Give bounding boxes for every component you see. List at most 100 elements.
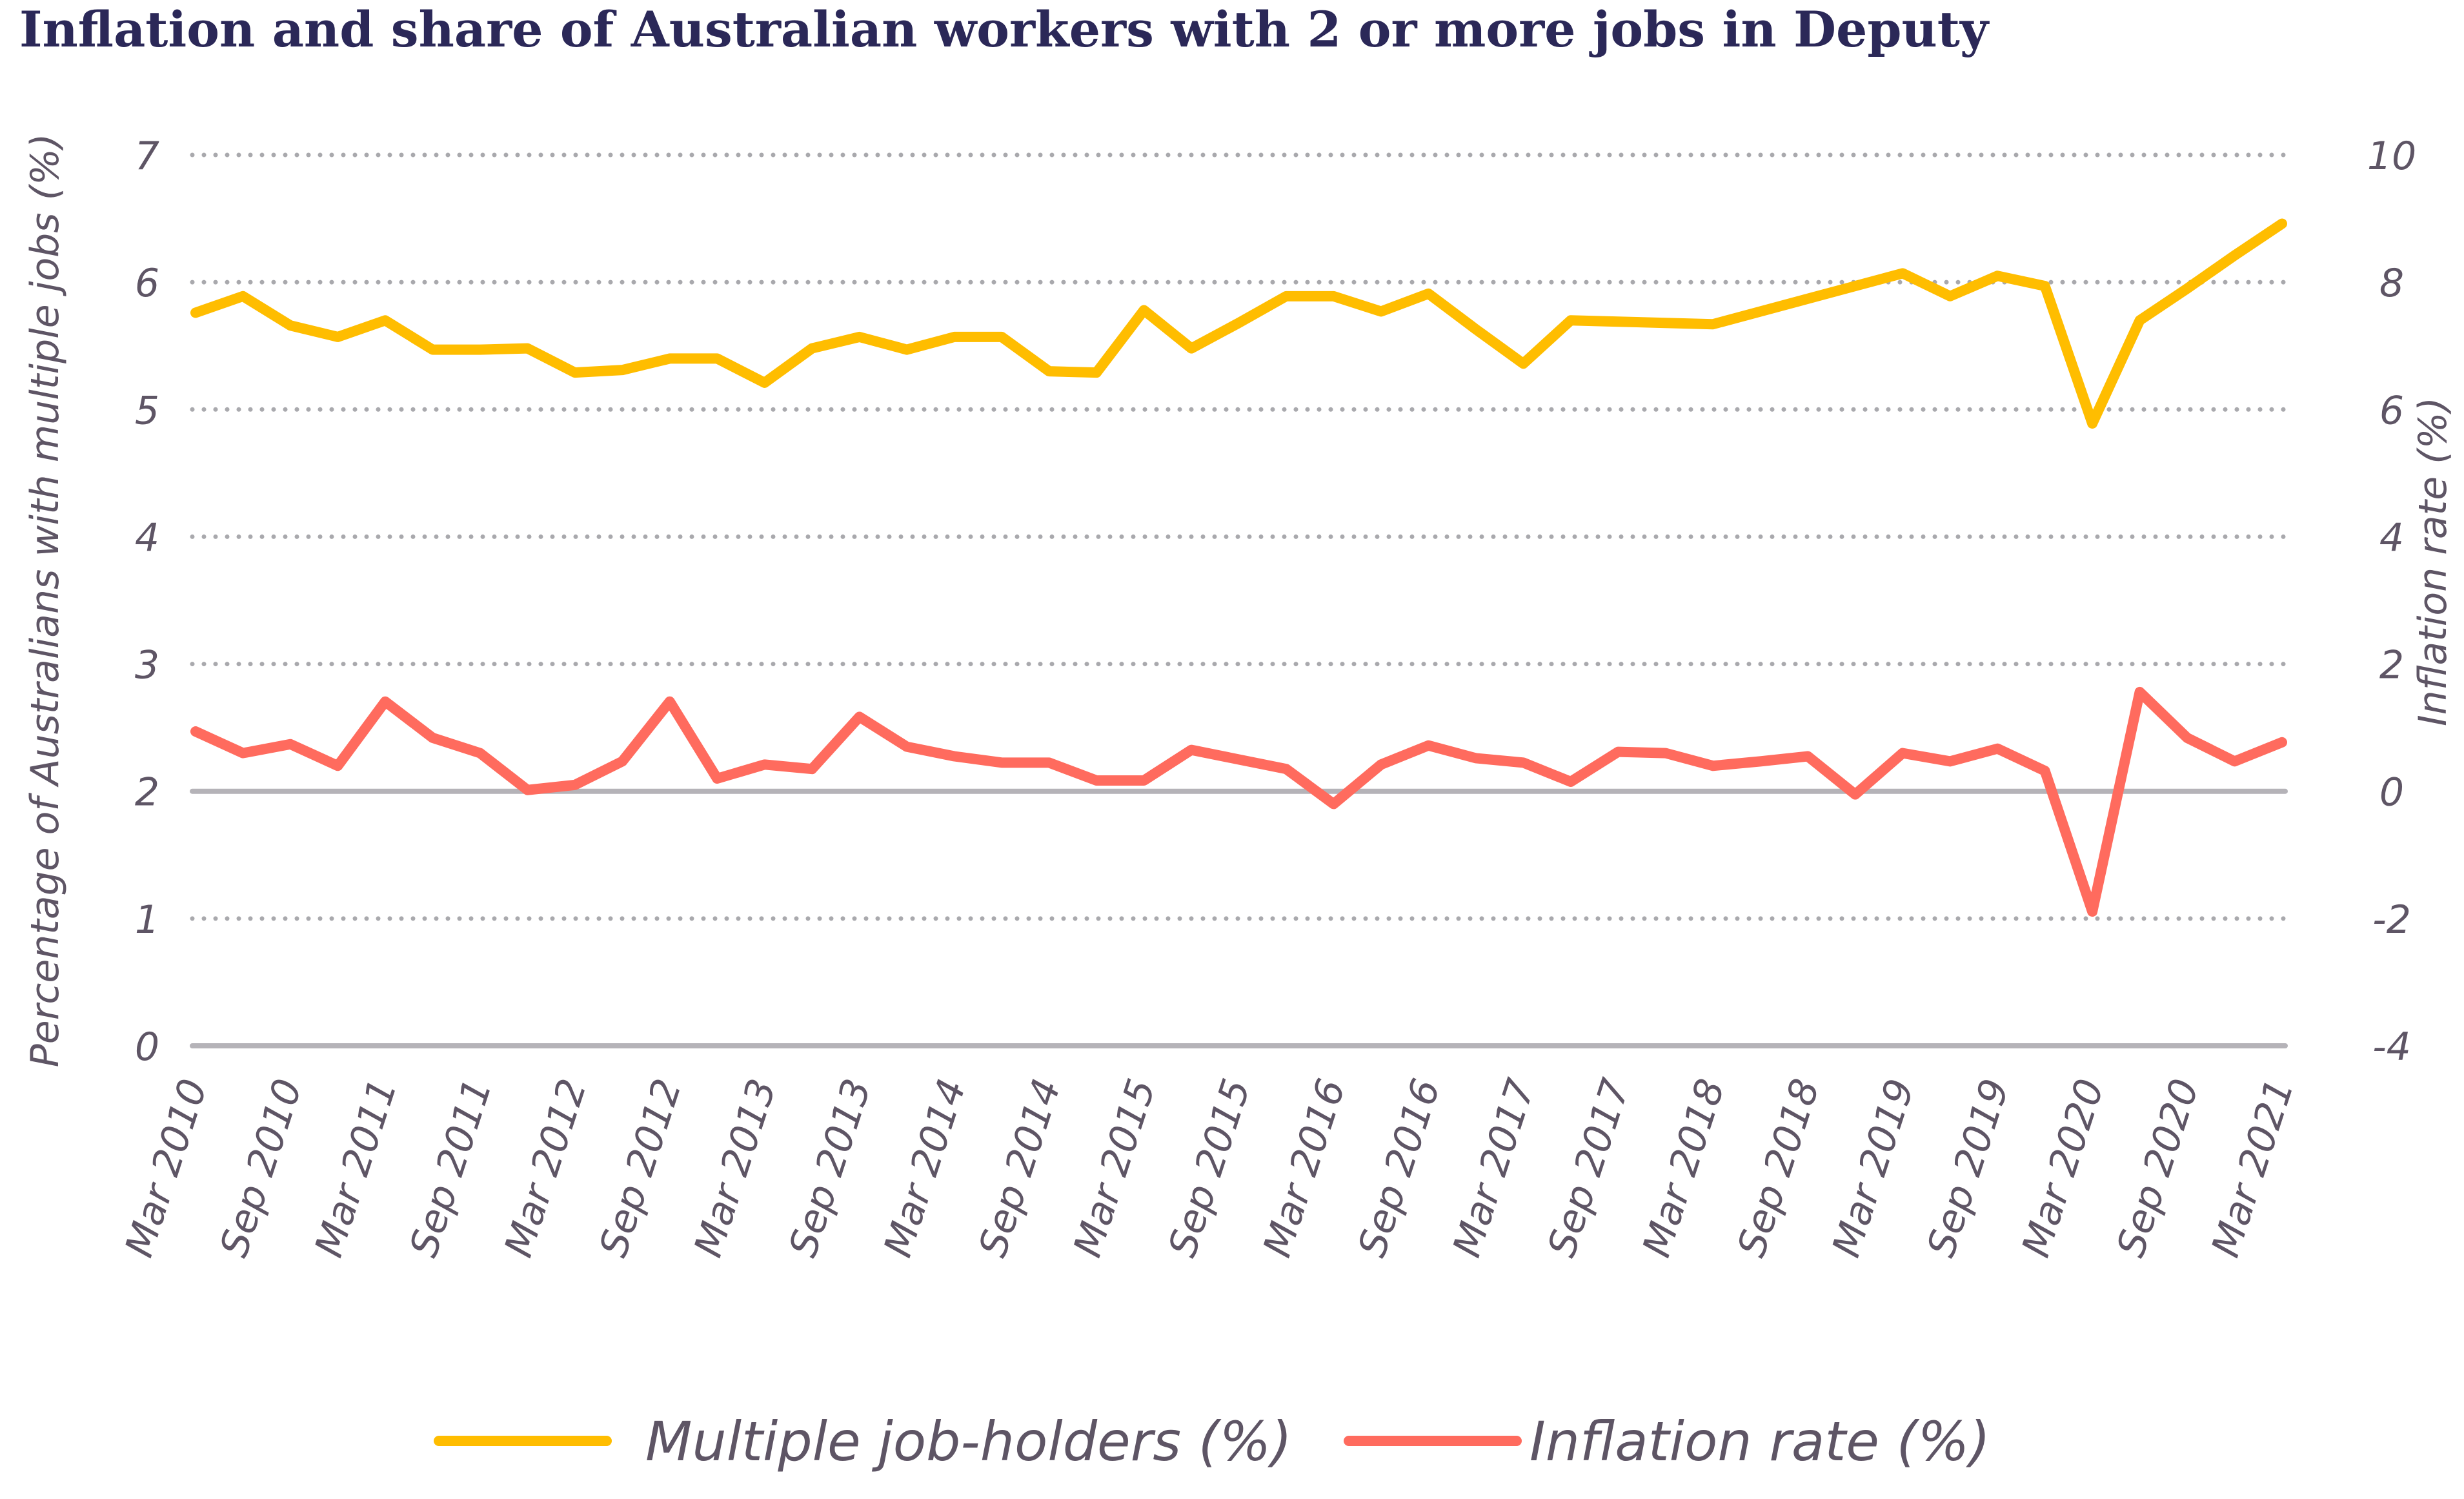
data-point xyxy=(430,347,436,352)
left-tick-label: 7 xyxy=(135,134,159,179)
data-point xyxy=(856,334,862,340)
x-tick-label: Sep 2010 xyxy=(212,1074,312,1263)
x-tick-label: Mar 2019 xyxy=(1824,1074,1924,1263)
x-tick-label: Mar 2012 xyxy=(496,1074,596,1263)
data-point xyxy=(951,753,957,759)
data-point xyxy=(240,750,246,756)
data-point xyxy=(2232,252,2237,258)
data-point xyxy=(572,370,578,376)
data-point xyxy=(1283,293,1289,299)
data-point xyxy=(856,714,862,720)
data-point xyxy=(762,762,767,768)
data-point xyxy=(1662,750,1668,756)
data-point xyxy=(1947,759,1953,764)
data-point xyxy=(1189,747,1195,753)
data-point xyxy=(1757,309,1763,314)
data-point xyxy=(714,776,720,781)
data-point xyxy=(193,310,198,316)
data-point xyxy=(620,759,625,764)
data-point xyxy=(904,744,910,750)
x-tick-label: Sep 2016 xyxy=(1349,1074,1449,1263)
x-tick-label: Mar 2020 xyxy=(2014,1074,2114,1263)
x-tick-label: Mar 2021 xyxy=(2203,1074,2303,1263)
data-point xyxy=(1615,319,1621,325)
chart-title: Inflation and share of Australian worker… xyxy=(19,1,1990,58)
series-line-inflation-rate xyxy=(190,686,2287,917)
data-point xyxy=(1236,320,1242,326)
data-point xyxy=(1046,369,1052,374)
x-tick-label: Mar 2016 xyxy=(1255,1074,1355,1263)
right-tick-label: 10 xyxy=(2367,134,2416,179)
right-tick-label: 4 xyxy=(2379,515,2404,560)
data-point xyxy=(1046,760,1052,766)
data-point xyxy=(240,293,246,299)
data-point xyxy=(1283,766,1289,772)
series-lines xyxy=(190,218,2287,917)
data-point xyxy=(2279,221,2285,227)
x-tick-label: Mar 2010 xyxy=(117,1074,217,1263)
left-tick-label: 1 xyxy=(135,897,159,943)
x-tick-label: Sep 2017 xyxy=(1539,1074,1639,1263)
x-tick-label: Mar 2017 xyxy=(1444,1074,1544,1263)
data-point xyxy=(287,323,293,329)
data-point xyxy=(525,345,530,351)
data-point xyxy=(1141,307,1147,313)
data-point xyxy=(1094,370,1100,376)
data-point xyxy=(2042,283,2048,289)
data-point xyxy=(1805,296,1811,301)
data-point xyxy=(2185,735,2190,740)
data-point xyxy=(2042,768,2048,774)
x-tick-label: Mar 2015 xyxy=(1065,1074,1165,1263)
data-point xyxy=(572,782,578,788)
data-point xyxy=(477,347,483,352)
left-axis-ticks: 0 1 2 3 4 5 6 7 xyxy=(135,134,159,1070)
data-point xyxy=(1473,755,1479,761)
x-tick-label: Mar 2011 xyxy=(307,1074,407,1263)
data-point xyxy=(193,729,198,735)
right-tick-label: 8 xyxy=(2379,261,2404,306)
data-point xyxy=(1473,327,1479,332)
data-point xyxy=(999,334,1005,340)
data-point xyxy=(714,356,720,362)
x-tick-label: Sep 2019 xyxy=(1919,1074,2019,1263)
data-point xyxy=(2279,739,2285,745)
legend: Multiple job-holders (%) Inflation rate … xyxy=(434,1410,1990,1473)
x-tick-label: Mar 2014 xyxy=(875,1074,975,1263)
data-point xyxy=(1995,746,2001,751)
left-tick-label: 6 xyxy=(135,261,159,306)
legend-label-inflation-rate: Inflation rate (%) xyxy=(1530,1410,1990,1473)
data-point xyxy=(2185,286,2190,291)
data-point xyxy=(1331,801,1337,807)
data-point xyxy=(1426,742,1431,748)
right-axis-ticks: -4 -2 0 2 4 6 8 10 xyxy=(2367,134,2416,1070)
data-point xyxy=(904,347,910,352)
left-axis-label: Percentage of Australians with multiple … xyxy=(23,134,68,1068)
data-point xyxy=(1094,777,1100,783)
right-axis-label: Inflation rate (%) xyxy=(2410,397,2456,726)
right-tick-label: 6 xyxy=(2379,388,2404,433)
data-point xyxy=(1189,345,1195,351)
data-point xyxy=(382,318,388,323)
x-tick-label: Mar 2018 xyxy=(1634,1074,1734,1263)
left-tick-label: 0 xyxy=(135,1025,159,1070)
x-tick-label: Mar 2013 xyxy=(685,1074,785,1263)
data-point xyxy=(1378,309,1384,314)
data-point xyxy=(1520,361,1526,367)
data-point xyxy=(1236,757,1242,762)
data-point xyxy=(382,699,388,704)
data-point xyxy=(477,750,483,756)
legend-label-multiple-job-holders: Multiple job-holders (%) xyxy=(645,1410,1292,1473)
x-tick-label: Sep 2013 xyxy=(780,1074,880,1263)
data-point xyxy=(1568,779,1573,784)
data-point xyxy=(2090,420,2095,426)
data-point xyxy=(809,345,815,351)
data-point xyxy=(1900,270,1906,276)
data-point xyxy=(1805,753,1811,759)
right-tick-label: 0 xyxy=(2379,770,2404,815)
x-tick-label: Sep 2011 xyxy=(401,1074,501,1263)
x-tick-label: Sep 2020 xyxy=(2108,1074,2208,1263)
data-point xyxy=(2137,689,2143,695)
data-point xyxy=(1852,791,1858,797)
right-tick-label: -4 xyxy=(2372,1025,2411,1070)
